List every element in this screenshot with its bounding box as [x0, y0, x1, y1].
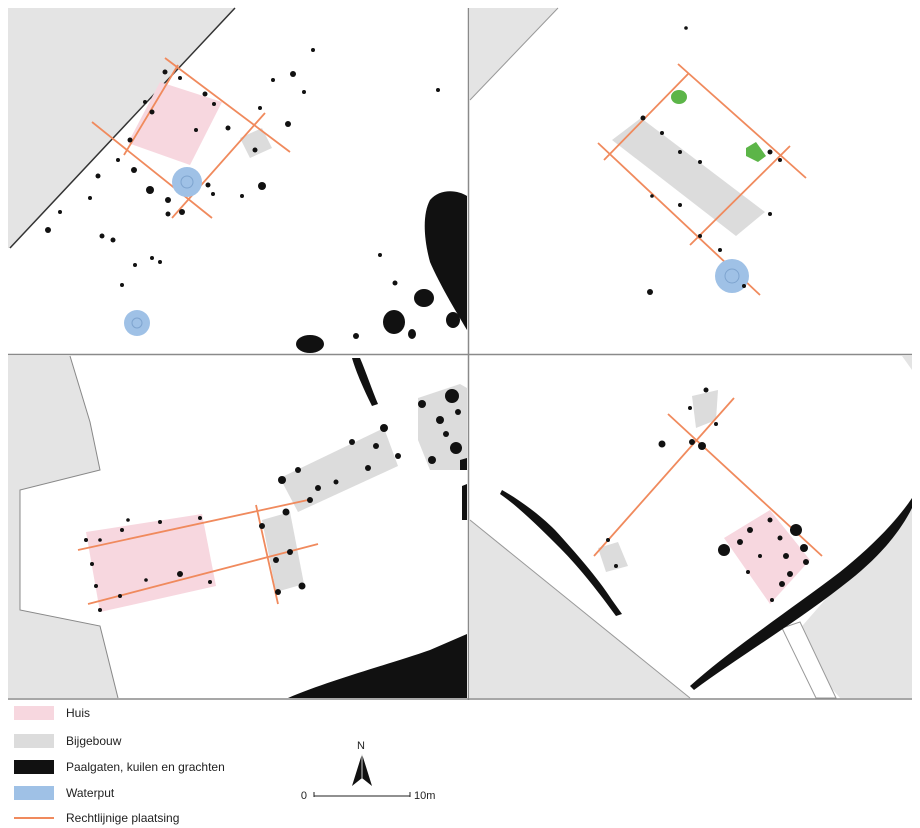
svg-text:Rechtlijnige plaatsing: Rechtlijnige plaatsing: [66, 811, 179, 825]
scale-bar: 0 10m: [301, 790, 436, 802]
svg-text:Paalgaten, kuilen en grachten: Paalgaten, kuilen en grachten: [66, 760, 225, 774]
panel-bottom-right: [469, 356, 912, 699]
post-holes: [84, 389, 462, 612]
svg-text:0: 0: [301, 790, 307, 802]
panel-top-right: [469, 7, 912, 353]
panel-dividers: [8, 8, 912, 700]
well: [715, 259, 749, 293]
well: [172, 167, 202, 197]
legend: Huis Bijgebouw Paalgaten, kuilen en grac…: [14, 706, 225, 825]
outbuilding-outline: [612, 118, 765, 236]
house-outline: [724, 510, 810, 604]
post-holes: [606, 387, 809, 602]
unexcavated-area: [8, 356, 118, 698]
ditches: [288, 358, 467, 698]
svg-text:10m: 10m: [414, 790, 435, 802]
svg-text:Huis: Huis: [66, 706, 90, 720]
legend-item-bijgebouw: Bijgebouw: [14, 734, 122, 748]
house-outline: [128, 82, 222, 165]
outbuilding-outline: [280, 428, 398, 512]
outbuilding-outline: [692, 390, 718, 428]
house-outline: [86, 514, 216, 612]
alignment-lines: [597, 63, 807, 296]
legend-item-rechtlijnige-plaatsing: Rechtlijnige plaatsing: [14, 811, 179, 825]
ditches: [296, 191, 467, 353]
svg-text:Waterput: Waterput: [66, 786, 115, 800]
ditches: [500, 490, 912, 690]
svg-text:N: N: [357, 740, 365, 752]
well: [124, 310, 150, 336]
legend-item-huis: Huis: [14, 706, 90, 720]
post-holes: [640, 26, 782, 295]
outbuilding-outline: [598, 542, 628, 572]
legend-item-waterput: Waterput: [14, 786, 115, 800]
outbuilding-outline: [240, 128, 272, 158]
post-holes: [45, 48, 440, 287]
unexcavated-area: [902, 356, 912, 370]
outbuilding-outline: [262, 512, 304, 592]
outbuilding-outline: [418, 384, 467, 470]
north-arrow: N: [352, 740, 372, 786]
green-features: [671, 90, 766, 162]
legend-item-paalgaten: Paalgaten, kuilen en grachten: [14, 760, 225, 774]
panel-top-left: [8, 7, 467, 353]
alignment-lines: [77, 499, 319, 605]
panel-bottom-left: [8, 355, 467, 699]
svg-text:Bijgebouw: Bijgebouw: [66, 734, 122, 748]
